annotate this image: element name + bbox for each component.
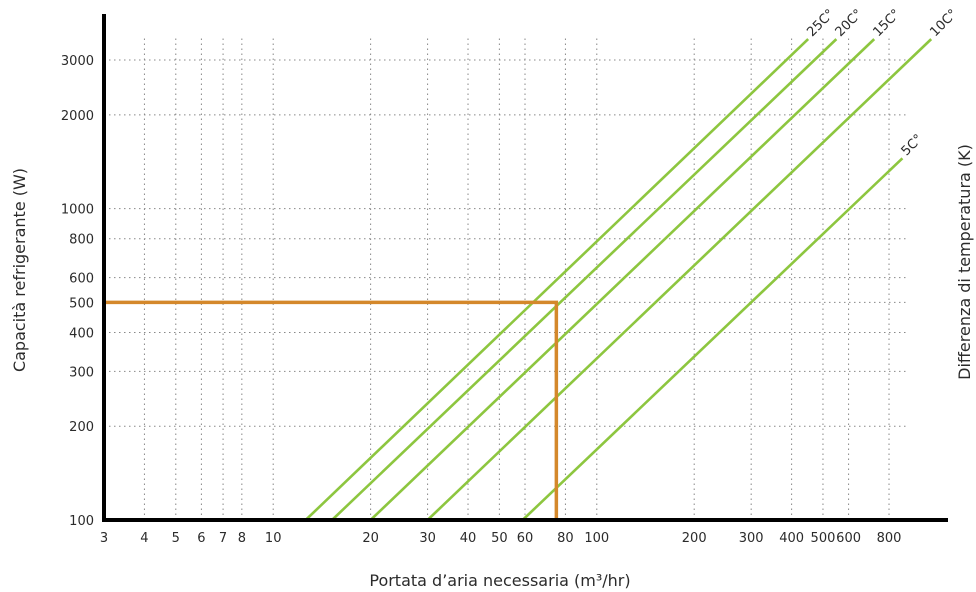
y-tick-label: 100 (69, 514, 94, 529)
reference-line (104, 302, 556, 520)
y-tick-label: 3000 (61, 54, 94, 69)
x-tick-label: 600 (836, 531, 861, 546)
x-tick-label: 300 (739, 531, 764, 546)
series-label: 20C° (833, 7, 866, 40)
x-tick-label: 3 (100, 531, 108, 546)
series-line (371, 39, 875, 520)
x-tick-label: 20 (362, 531, 379, 546)
y-tick-label: 600 (69, 272, 94, 287)
series-label: 25C° (804, 7, 837, 40)
reference-line-group (104, 302, 556, 520)
x-tick-label: 40 (460, 531, 477, 546)
x-tick-label: 200 (682, 531, 707, 546)
x-tick-label: 100 (584, 531, 609, 546)
x-tick-label: 5 (172, 531, 180, 546)
y-tick-label: 400 (69, 326, 94, 341)
x-tick-label: 30 (419, 531, 436, 546)
x-tick-label: 800 (877, 531, 902, 546)
x-tick-label: 10 (265, 531, 282, 546)
y-tick-label: 500 (69, 296, 94, 311)
y2-axis-title: Differenza di temperatura (K) (955, 144, 974, 380)
series-lines (306, 39, 932, 520)
x-tick-label: 400 (779, 531, 804, 546)
x-tick-label: 4 (140, 531, 148, 546)
y-tick-label: 2000 (61, 109, 94, 124)
x-tick-label: 60 (517, 531, 534, 546)
series-label: 5C° (899, 132, 926, 159)
x-tick-label: 80 (557, 531, 574, 546)
series-line (428, 39, 932, 520)
series-line (332, 39, 836, 520)
y-tick-label: 200 (69, 420, 94, 435)
x-tick-label: 50 (491, 531, 508, 546)
series-line (523, 158, 903, 520)
x-tick-label: 8 (238, 531, 246, 546)
y-tick-labels: 100 200 300 400 500 600 800 1000 2000 3000 (61, 54, 94, 529)
series-label: 10C° (927, 7, 960, 40)
x-tick-labels: 3 4 5 6 7 8 10 20 30 40 50 60 80 100 200 300 400 500 600 80… (100, 531, 902, 546)
y-tick-label: 800 (69, 233, 94, 248)
x-tick-label: 500 (811, 531, 836, 546)
x-tick-label: 6 (197, 531, 205, 546)
series-label: 15C° (870, 7, 903, 40)
y-tick-label: 300 (69, 365, 94, 380)
y-axis-title: Capacità refrigerante (W) (10, 168, 29, 372)
y-tick-label: 1000 (61, 203, 94, 218)
x-tick-label: 7 (219, 531, 227, 546)
x-axis-title: Portata d’aria necessaria (m³/hr) (369, 571, 630, 590)
